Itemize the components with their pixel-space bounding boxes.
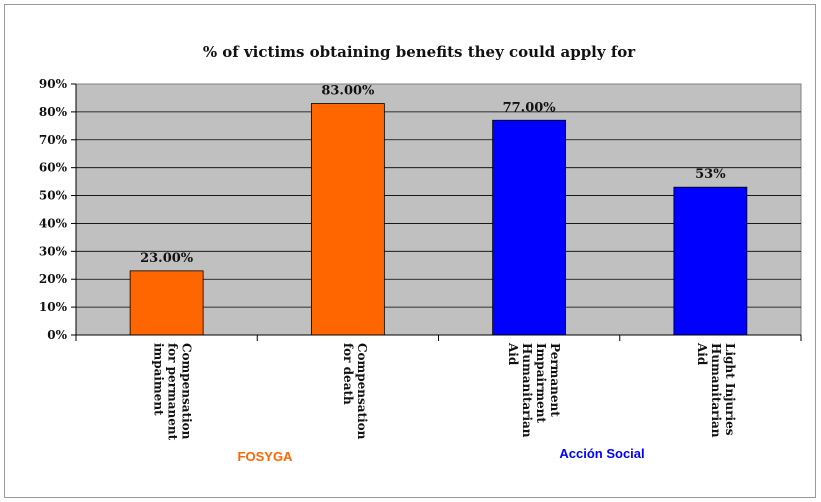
category-label: for death	[341, 343, 355, 405]
category-label: impaiment	[151, 343, 165, 416]
category-label: Impairment	[534, 343, 548, 423]
bar	[129, 270, 204, 336]
bars	[129, 103, 748, 336]
data-label: 23.00%	[140, 251, 194, 266]
category-label: Aid	[506, 342, 520, 366]
data-labels: 23.00% 83.00% 77.00% 53%	[140, 84, 726, 266]
category-label: Permanent	[548, 343, 562, 417]
y-tick-label: 50%	[39, 189, 68, 203]
y-tick-label: 0%	[47, 328, 67, 342]
group-label-fosyga: FOSYGA	[238, 449, 294, 464]
y-tick-label: 10%	[39, 300, 68, 314]
bar-chart: % of victims obtaining benefits they cou…	[39, 43, 802, 464]
y-tick-label: 70%	[39, 133, 68, 147]
chart-title: % of victims obtaining benefits they cou…	[203, 43, 636, 61]
y-axis-ticks: 0% 10% 20% 30% 40% 50% 60% 70% 80% 90%	[39, 77, 76, 342]
y-tick-label: 80%	[39, 105, 68, 119]
x-axis-ticks	[75, 335, 802, 341]
group-label-accion-social: Acción Social	[559, 446, 644, 461]
bar	[492, 119, 567, 336]
y-tick-label: 60%	[39, 161, 68, 175]
category-label: Light Injuries	[723, 343, 737, 436]
category-label: for permanent	[165, 343, 179, 441]
category-label: Humanitarian	[709, 343, 723, 438]
category-label: Aid	[695, 342, 709, 366]
y-tick-label: 30%	[39, 244, 68, 258]
y-tick-label: 90%	[39, 77, 68, 91]
data-label: 53%	[695, 167, 726, 182]
data-label: 77.00%	[503, 100, 557, 115]
bar	[310, 103, 385, 336]
category-label: Humanitarian	[520, 343, 534, 438]
y-tick-label: 20%	[39, 272, 68, 286]
chart-frame: % of victims obtaining benefits they cou…	[4, 4, 816, 498]
y-tick-label: 40%	[39, 216, 68, 230]
bar	[673, 186, 748, 336]
category-label: Compensation	[179, 343, 193, 440]
category-label: Compensation	[355, 343, 369, 440]
data-label: 83.00%	[321, 84, 375, 99]
